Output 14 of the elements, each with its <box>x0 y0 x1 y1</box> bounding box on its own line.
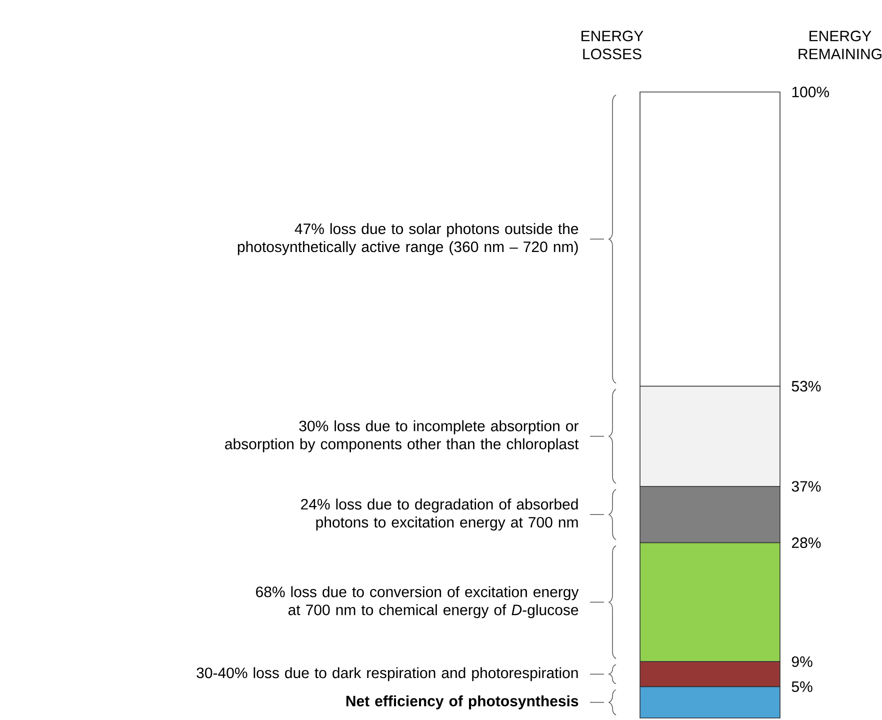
text: ENERGY LOSSES <box>582 30 644 60</box>
y-tick-label: 100% <box>792 86 830 98</box>
y-tick-label: 53% <box>792 380 821 392</box>
text: 47% loss due to solar photons outside the photosynthetically active range (360 nm – 720 nm) <box>238 223 578 256</box>
text: Net efficiency of photosynthesis <box>346 695 578 710</box>
text: 68% loss due to conversion of excitation energy at 700 nm to chemical energy of D-glucose <box>256 586 579 618</box>
text: 24% loss due to degradation of absorbed photons to excitation energy at 700 nm <box>301 498 578 531</box>
text: 30% loss due to incomplete absorption or absorption by components other than the chloroplast <box>225 420 579 452</box>
text: 30-40% loss due to dark respiration and photorespiration <box>196 667 578 682</box>
y-tick-label: 28% <box>792 537 821 548</box>
y-tick-label: 5% <box>792 681 812 692</box>
y-tick-label: 37% <box>792 481 821 492</box>
y-tick-label: 9% <box>792 656 812 667</box>
y-axis-title: ENERGY REMAINING <box>798 30 882 60</box>
